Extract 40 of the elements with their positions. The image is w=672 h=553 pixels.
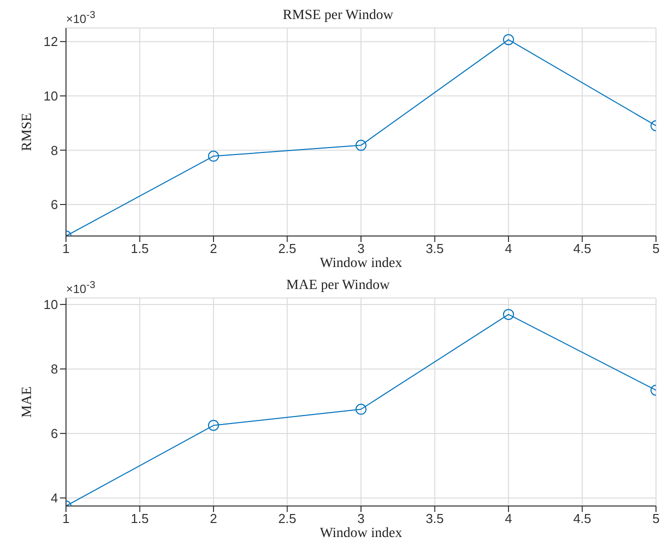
- x-tick-label: 1.5: [130, 511, 149, 526]
- x-tick-label: 2.5: [278, 241, 296, 256]
- x-tick-label: 5: [652, 241, 660, 256]
- x-tick-label: 1: [62, 241, 70, 256]
- x-tick-label: 1.5: [130, 241, 149, 256]
- point: [503, 34, 514, 46]
- x-tick-label: 4.5: [573, 241, 592, 256]
- point: [208, 150, 219, 162]
- text: ×10$^{-3}$: [66, 10, 96, 26]
- y-tick-label: 6: [50, 197, 58, 212]
- x-tick-label: 3.5: [426, 241, 444, 256]
- x-tick-label: 3: [357, 241, 365, 256]
- point: [356, 404, 366, 415]
- x-tick-label: 4.5: [573, 511, 592, 526]
- y-tick-label: 8: [50, 142, 58, 158]
- text: ×10$^{-3}$: [66, 280, 96, 296]
- y-axis-title: MAE: [20, 386, 35, 418]
- y-tick-label: 4: [50, 490, 58, 506]
- y-tick-label: 10: [44, 88, 58, 104]
- x-tick-label: 2: [210, 241, 218, 256]
- point: [208, 420, 219, 431]
- y-tick-label: 8: [50, 362, 58, 377]
- x-tick-label: 5: [652, 511, 660, 526]
- x-tick-label: 2: [210, 511, 218, 526]
- x-tick-label: 3.5: [426, 511, 444, 526]
- x-axis-title: Window index: [318, 526, 404, 542]
- y-axis-title: RMSE: [20, 112, 35, 152]
- y-tick-label: 6: [50, 426, 58, 442]
- x-tick-label: 4: [504, 241, 512, 256]
- point: [503, 308, 514, 320]
- x-tick-label: 1: [62, 511, 70, 526]
- chart-title: RMSE per Window: [282, 8, 394, 23]
- point: [356, 140, 366, 151]
- x-tick-label: 3: [357, 511, 365, 526]
- x-tick-label: 2.5: [278, 511, 296, 526]
- chart-title: MAE per Window: [286, 278, 390, 293]
- x-tick-label: 4: [504, 511, 512, 526]
- x-axis-title: Window index: [318, 256, 404, 272]
- y-tick-label: 10: [44, 297, 58, 312]
- y-tick-label: 12: [44, 34, 58, 50]
